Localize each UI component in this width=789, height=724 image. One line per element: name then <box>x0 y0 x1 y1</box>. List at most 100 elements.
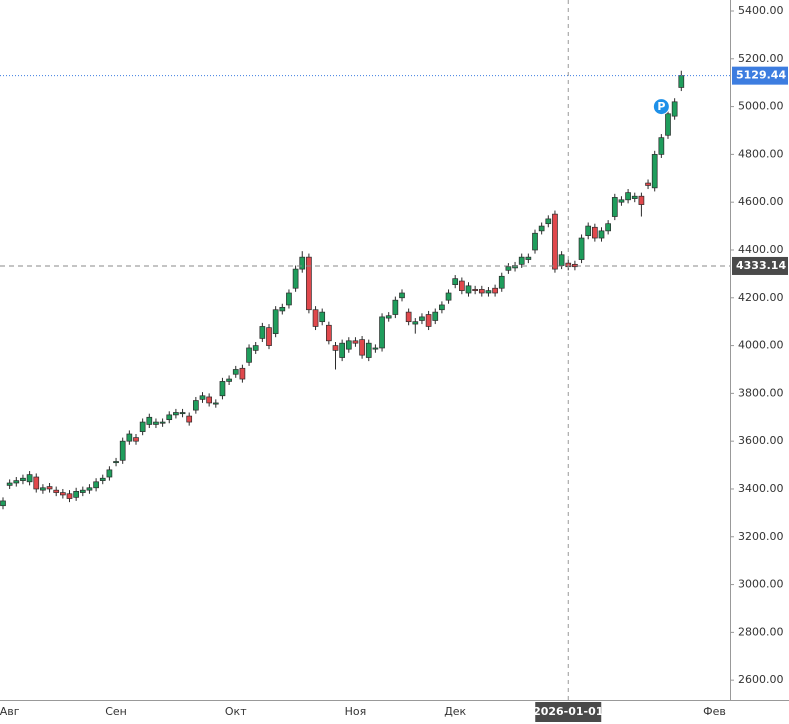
candle-body <box>419 316 425 321</box>
annotation-label: P <box>657 100 665 113</box>
candle-body <box>452 278 459 285</box>
candle-body <box>173 412 179 416</box>
candle-body <box>545 218 552 225</box>
candle-body <box>99 477 106 481</box>
candle-body <box>345 340 352 350</box>
y-tick-label: 4200.00 <box>738 291 784 304</box>
candle-body <box>259 326 266 339</box>
candle-body <box>119 440 126 461</box>
candle-body <box>618 199 625 203</box>
candle-body <box>611 197 618 217</box>
candle-body <box>159 421 166 424</box>
y-tick-label: 2800.00 <box>738 625 784 638</box>
crosshair-price-label: 4333.14 <box>736 259 786 272</box>
candle-body <box>139 421 146 432</box>
candle-body <box>439 304 445 311</box>
last-price-label: 5129.44 <box>736 69 786 82</box>
candle-body <box>199 395 206 400</box>
candle-body <box>532 232 538 251</box>
candle-body <box>538 225 545 232</box>
x-tick-label: Окт <box>225 705 247 718</box>
candle-body <box>46 486 53 490</box>
candle-body <box>153 421 159 425</box>
candle-body <box>518 256 525 265</box>
candle-body <box>20 477 26 481</box>
candle-body <box>332 345 339 351</box>
candle-body <box>206 396 212 404</box>
candle-body <box>126 433 133 442</box>
candle-body <box>598 230 605 239</box>
candle-body <box>252 345 259 351</box>
candle-body <box>299 256 306 270</box>
candle-body <box>66 493 73 499</box>
candle-body <box>306 256 312 311</box>
y-tick-label: 5400.00 <box>738 4 784 17</box>
y-tick-label: 5000.00 <box>738 100 784 113</box>
candle-body <box>505 266 512 271</box>
candle-body <box>498 275 505 289</box>
x-tick-label: Сен <box>105 705 127 718</box>
candle-body <box>578 237 585 260</box>
candle-body <box>412 321 419 325</box>
x-tick-label: Ноя <box>345 705 367 718</box>
candle-body <box>179 412 186 415</box>
candle-body <box>319 311 326 323</box>
candle-body <box>645 182 651 186</box>
candle-body <box>212 402 219 405</box>
candle-body <box>385 315 392 319</box>
crosshair-time-box <box>535 702 602 722</box>
crosshair-price-box <box>732 256 788 275</box>
candle-body <box>525 256 532 260</box>
candle-body <box>485 290 492 294</box>
candle-body <box>26 474 33 483</box>
x-tick-label: 2026-01-01 <box>533 705 603 718</box>
candle-body <box>665 113 671 136</box>
candle-body <box>113 461 119 464</box>
y-tick-label: 5200.00 <box>738 52 784 65</box>
annotation-marker <box>652 98 670 116</box>
candle-body <box>478 289 485 294</box>
candle-body <box>359 339 365 356</box>
candle-body <box>352 340 359 344</box>
candle-body <box>73 491 80 498</box>
last-price-box <box>732 66 788 85</box>
candle-body <box>0 500 6 507</box>
candle-body <box>232 369 239 375</box>
y-tick-label: 4800.00 <box>738 147 784 160</box>
y-tick-label: 3400.00 <box>738 482 784 495</box>
x-tick-label: Дек <box>444 705 466 718</box>
candle-body <box>86 487 93 491</box>
candle-body <box>365 342 372 358</box>
candle-body <box>53 489 60 493</box>
candle-body <box>219 381 226 397</box>
candle-body <box>339 342 345 358</box>
candle-body <box>552 213 558 270</box>
y-tick-label: 3000.00 <box>738 578 784 591</box>
candle-body <box>372 347 379 350</box>
y-tick-label: 2600.00 <box>738 673 784 686</box>
y-tick-label: 4000.00 <box>738 339 784 352</box>
candle-body <box>40 487 46 491</box>
candle-body <box>651 154 658 189</box>
candle-body <box>93 481 99 489</box>
candle-body <box>146 416 153 425</box>
x-tick-label: Фев <box>703 705 726 718</box>
candle-body <box>638 195 645 205</box>
candle-body <box>226 378 232 382</box>
candle-body <box>399 292 405 299</box>
y-tick-label: 4400.00 <box>738 243 784 256</box>
candle-body <box>186 415 193 423</box>
candle-body <box>558 254 565 266</box>
candle-body <box>432 311 439 321</box>
candle-body <box>379 316 385 349</box>
candle-body <box>678 75 685 88</box>
candle-body <box>326 324 332 342</box>
candle-body <box>405 311 412 323</box>
candle-body <box>585 225 592 236</box>
candle-body <box>266 327 272 346</box>
candle-body <box>605 223 612 232</box>
candle-body <box>445 292 452 301</box>
candle-body <box>272 309 279 334</box>
candle-body <box>13 480 20 484</box>
candle-body <box>133 437 139 442</box>
